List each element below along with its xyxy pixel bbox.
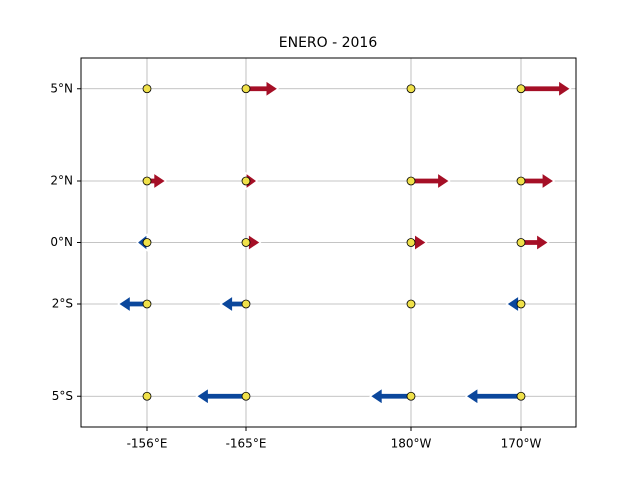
arrows — [117, 79, 572, 406]
chart-title: ENERO - 2016 — [279, 35, 378, 51]
y-tick-label: 0°N — [50, 235, 73, 249]
point — [142, 238, 152, 247]
point — [406, 391, 416, 401]
arrow — [245, 79, 279, 98]
point — [516, 176, 526, 186]
point — [241, 84, 251, 94]
y-tick-label: 2°N — [50, 174, 73, 188]
point — [516, 299, 526, 309]
y-tick-label: 5°S — [52, 389, 73, 403]
point — [406, 84, 416, 94]
point — [406, 238, 416, 247]
arrow — [410, 171, 451, 191]
ticks: -156°E -165°E 180°W 170°W 5°N 2°N 0°N 2°S 5°S — [50, 81, 541, 450]
point — [406, 299, 416, 309]
x-tick-label: -165°E — [226, 437, 267, 451]
point — [142, 84, 152, 94]
y-tick-label: 2°S — [52, 297, 73, 311]
point — [142, 391, 152, 401]
arrow — [520, 171, 556, 191]
point — [406, 176, 416, 186]
arrow — [369, 387, 412, 406]
point — [142, 176, 152, 186]
x-tick-label: 170°W — [501, 437, 542, 451]
point — [516, 238, 526, 247]
point — [241, 238, 251, 247]
point — [241, 299, 251, 309]
point — [516, 84, 526, 94]
point — [516, 391, 526, 401]
arrow — [195, 387, 247, 406]
points — [142, 84, 526, 401]
arrow — [464, 387, 522, 406]
point — [241, 176, 251, 186]
arrow — [520, 79, 572, 98]
point — [142, 299, 152, 309]
x-tick-label: -156°E — [127, 437, 168, 451]
grid — [81, 58, 576, 427]
y-tick-label: 5°N — [50, 81, 73, 95]
point — [241, 391, 251, 401]
x-tick-label: 180°W — [391, 437, 432, 451]
